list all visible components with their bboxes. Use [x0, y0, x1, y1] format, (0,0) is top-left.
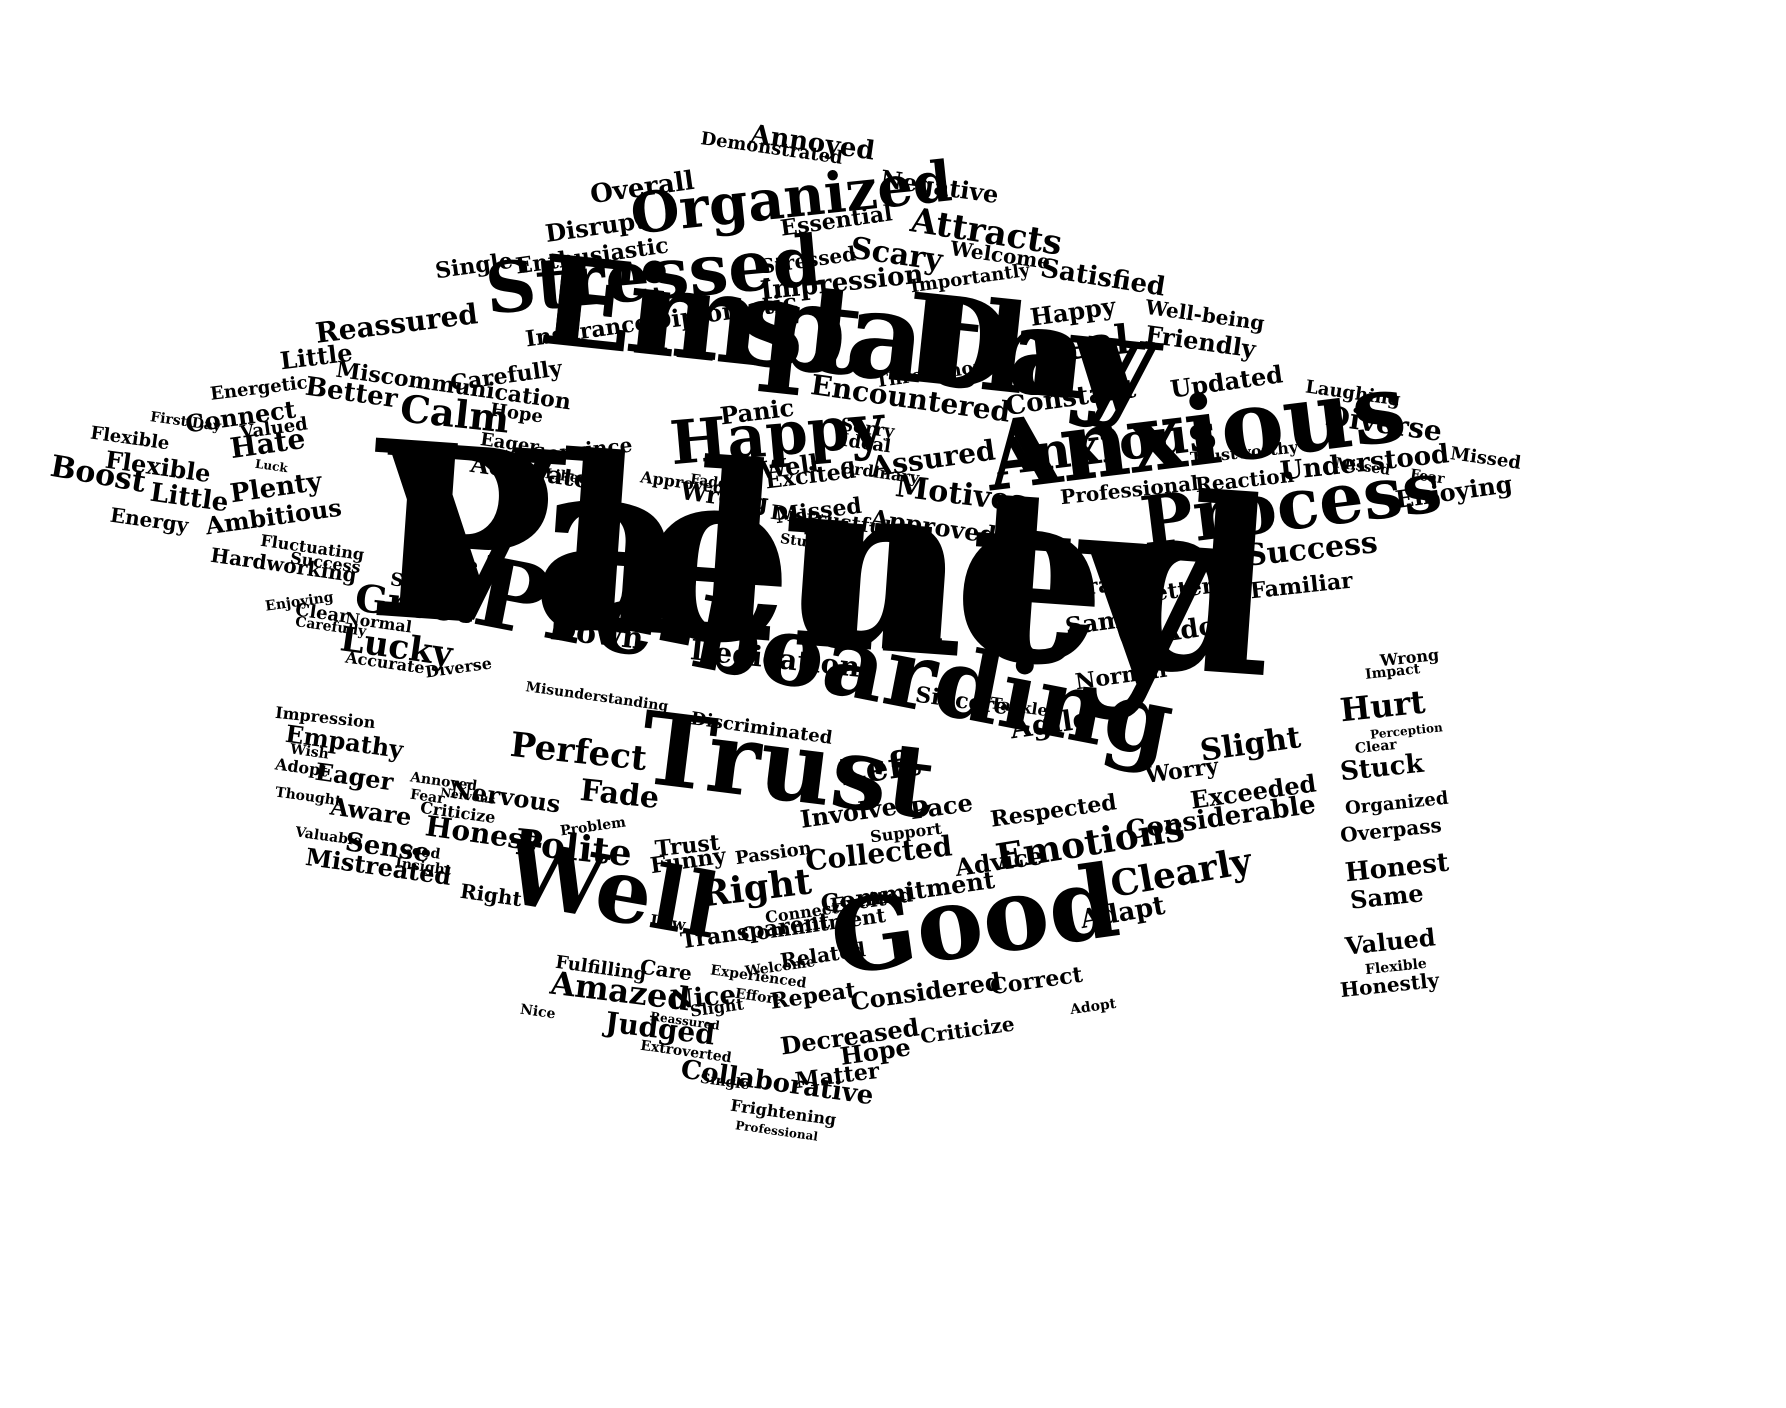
cloud-word: Missed: [1448, 443, 1523, 474]
cloud-word: Hurt: [1338, 682, 1427, 730]
cloud-word: Same: [1348, 878, 1425, 915]
cloud-word: Perfect: [508, 724, 649, 780]
cloud-word: Overpass: [1339, 812, 1443, 848]
cloud-word: Right: [458, 878, 524, 912]
cloud-word: Plenty: [361, 389, 1228, 731]
cloud-word: Trust: [653, 829, 722, 863]
cloud-word: Stuck: [1338, 748, 1425, 788]
cloud-word: Flexible: [88, 422, 171, 455]
cloud-word: Valued: [1343, 922, 1437, 961]
cloud-word: Left: [837, 741, 923, 795]
cloud-word: Low: [648, 910, 687, 935]
cloud-word: Luck: [254, 456, 289, 476]
cloud-word: Criticize: [918, 1011, 1016, 1049]
cloud-word: Impact: [1364, 661, 1421, 683]
cloud-word: Thought: [274, 784, 343, 810]
cloud-word: Nice: [519, 1001, 557, 1023]
cloud-word: Adopt: [1069, 995, 1118, 1019]
cloud-word: Fade: [578, 772, 661, 817]
cloud-word: Honestly: [1339, 967, 1441, 1003]
cloud-word: Clear: [1354, 736, 1398, 758]
cloud-word: Pace: [908, 787, 975, 826]
